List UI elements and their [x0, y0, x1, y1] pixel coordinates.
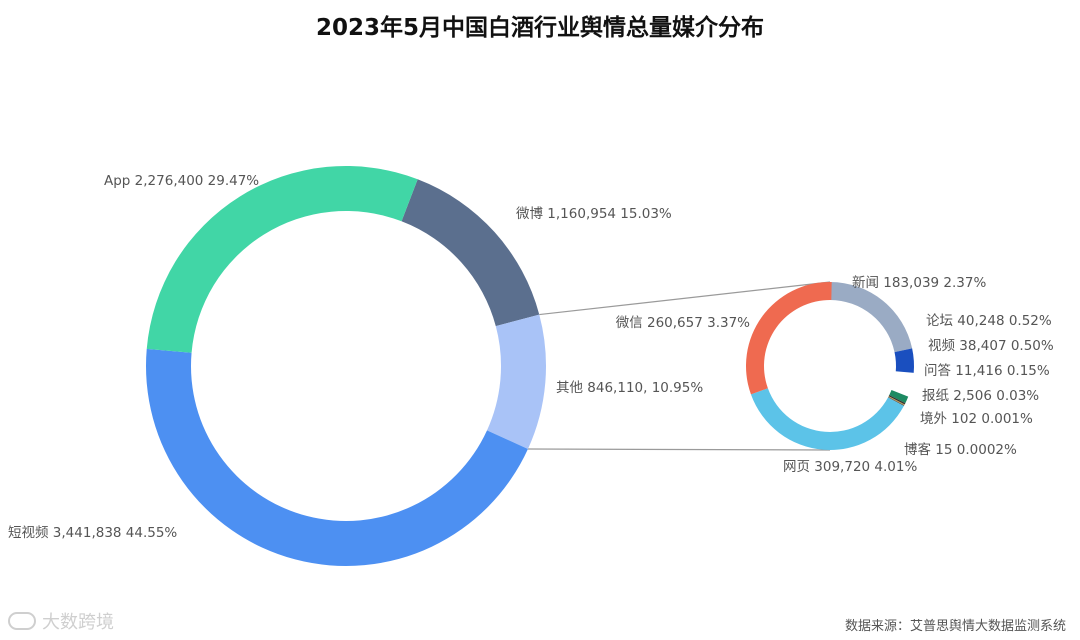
detail-donut: [746, 282, 915, 450]
detail-slice-label-视频: 视频 38,407 0.50%: [928, 338, 1054, 354]
detail-slice-label-微信: 微信 260,657 3.37%: [616, 315, 750, 331]
detail-slice-新闻: [830, 282, 913, 353]
detail-slice-label-新闻: 新闻 183,039 2.37%: [852, 275, 986, 291]
detail-slice-论坛: [894, 348, 914, 374]
detail-slice-报纸: [888, 395, 906, 405]
main-slice-label-短视频: 短视频 3,441,838 44.55%: [8, 525, 177, 541]
detail-slice-label-论坛: 论坛 40,248 0.52%: [926, 313, 1052, 329]
main-slice-短视频: [146, 348, 528, 566]
detail-slice-label-博客: 博客 15 0.0002%: [904, 441, 1017, 458]
detail-slice-网页: [750, 388, 904, 450]
main-slice-label-其他: 其他 846,110, 10.95%: [556, 380, 703, 396]
connector-line-top: [539, 281, 831, 316]
main-slice-其他: [487, 314, 546, 450]
source-note: 数据来源：艾普思舆情大数据监测系统: [844, 619, 1066, 634]
connector-line-bottom: [527, 448, 831, 451]
detail-slice-问答: [889, 390, 909, 404]
detail-slice-label-问答: 问答 11,416 0.15%: [924, 362, 1050, 379]
main-slice-微博: [401, 179, 540, 327]
brand-logo-icon: [8, 612, 36, 630]
detail-slice-博客: [888, 396, 905, 407]
main-slice-App: [146, 166, 418, 353]
detail-slice-label-报纸: 报纸 2,506 0.03%: [922, 388, 1039, 404]
detail-slice-label-网页: 网页 309,720 4.01%: [783, 459, 917, 475]
main-slice-label-微博: 微博 1,160,954 15.03%: [516, 205, 672, 222]
detail-slice-label-境外: 境外 102 0.001%: [920, 411, 1033, 427]
detail-slice-微信: [746, 282, 832, 395]
connector-lines: [527, 281, 831, 451]
slice-labels: 微博 1,160,954 15.03% 其他 846,110, 10.95% 短视频…: [8, 173, 1054, 541]
detail-slice-境外: [888, 396, 905, 406]
main-donut: [146, 166, 546, 566]
brand-watermark: 大数跨境: [8, 608, 114, 634]
chart-title: 2023年5月中国白酒行业舆情总量媒介分布: [315, 15, 765, 41]
brand-name: 大数跨境: [42, 612, 114, 633]
main-slice-label-App: App 2,276,400 29.47%: [104, 173, 259, 189]
